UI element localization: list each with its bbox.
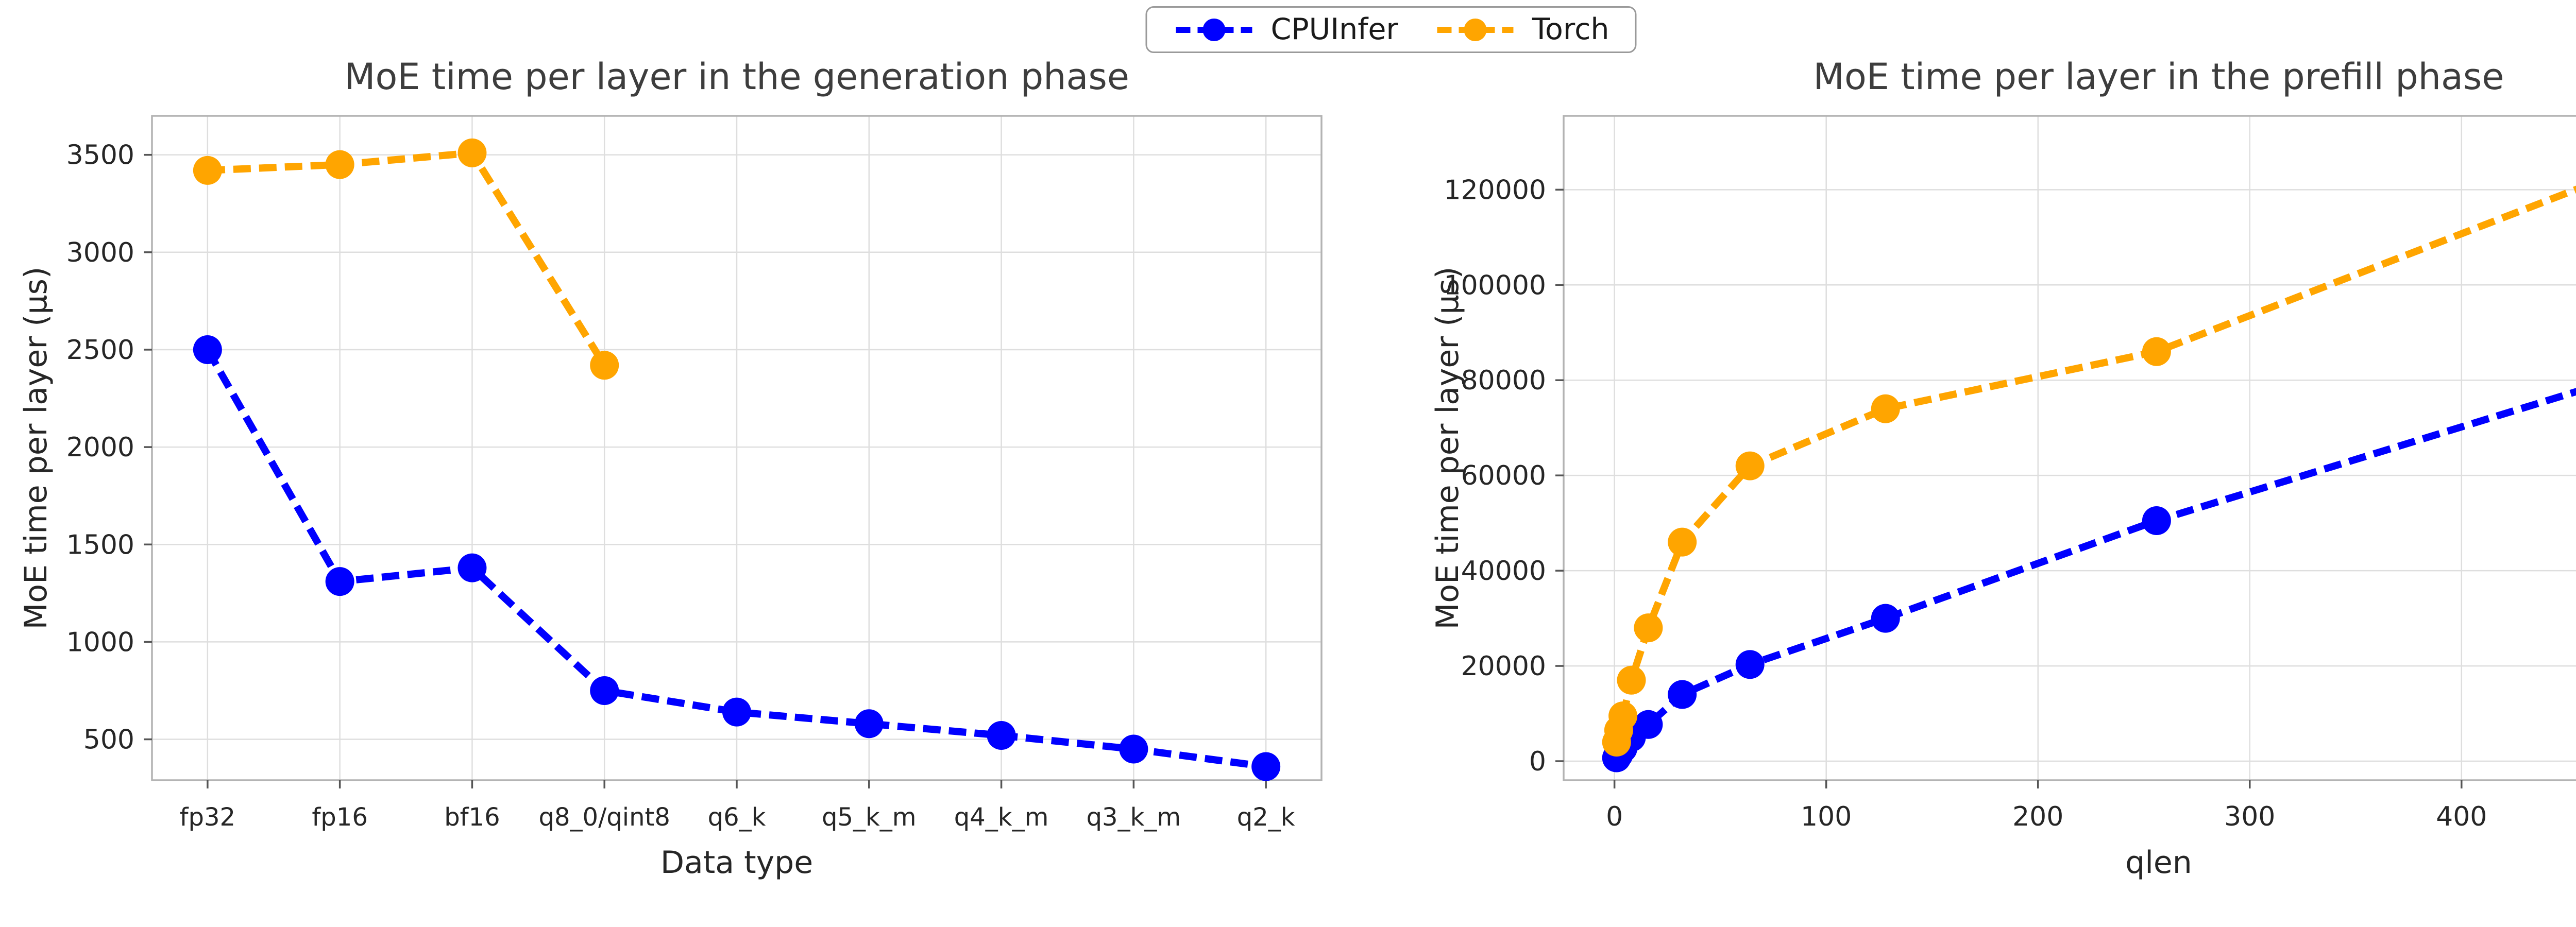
svg-text:400: 400: [2436, 801, 2487, 832]
svg-text:3500: 3500: [66, 140, 134, 171]
svg-text:0: 0: [1529, 746, 1546, 777]
svg-text:300: 300: [2224, 801, 2275, 832]
svg-text:80000: 80000: [1461, 365, 1546, 396]
svg-text:1500: 1500: [66, 529, 134, 560]
svg-text:120000: 120000: [1444, 175, 1546, 205]
svg-text:q5_k_m: q5_k_m: [822, 803, 917, 832]
svg-text:q8_0/qint8: q8_0/qint8: [539, 803, 670, 832]
svg-text:fp16: fp16: [312, 803, 367, 832]
legend-label-cpuinfer: CPUInfer: [1270, 12, 1398, 46]
cpuinfer-line-sample: [1176, 18, 1252, 41]
torch-line-sample: [1437, 18, 1514, 41]
svg-text:200: 200: [2012, 801, 2063, 832]
svg-text:q6_k: q6_k: [708, 803, 766, 832]
svg-text:MoE time per layer (μs): MoE time per layer (μs): [1430, 267, 1466, 630]
svg-text:3000: 3000: [66, 237, 134, 268]
svg-text:Data type: Data type: [660, 845, 813, 881]
svg-text:q3_k_m: q3_k_m: [1087, 803, 1181, 832]
svg-text:MoE time per layer in the gene: MoE time per layer in the generation pha…: [344, 56, 1129, 98]
svg-text:bf16: bf16: [444, 803, 500, 832]
svg-text:2500: 2500: [66, 335, 134, 366]
prefill-phase-chart: 0 20000 40000 60000 80000 100000 120000 0 100 200…: [1430, 56, 2576, 881]
svg-text:100000: 100000: [1444, 270, 1546, 301]
svg-text:500: 500: [83, 725, 134, 756]
svg-text:fp32: fp32: [180, 803, 235, 832]
legend-item-torch: Torch: [1434, 15, 1609, 44]
svg-text:40000: 40000: [1461, 556, 1546, 587]
svg-text:MoE time per layer in the pref: MoE time per layer in the prefill phase: [1814, 56, 2504, 98]
svg-text:q2_k: q2_k: [1237, 803, 1295, 832]
svg-text:1000: 1000: [66, 627, 134, 658]
svg-text:20000: 20000: [1461, 651, 1546, 682]
svg-text:2000: 2000: [66, 432, 134, 463]
svg-text:100: 100: [1801, 801, 1852, 832]
svg-text:qlen: qlen: [2125, 845, 2192, 881]
svg-text:60000: 60000: [1461, 460, 1546, 491]
svg-text:q4_k_m: q4_k_m: [954, 803, 1049, 832]
chart-legend: CPUInfer Torch: [1145, 6, 1637, 53]
legend-item-cpuinfer: CPUInfer: [1173, 15, 1398, 44]
legend-label-torch: Torch: [1532, 12, 1609, 46]
generation-phase-chart: 500 1000 1500 2000 2500 3000 3500 fp32 fp16 bf16 q…: [18, 56, 1323, 881]
svg-text:0: 0: [1606, 801, 1623, 832]
svg-text:MoE time per layer (μs): MoE time per layer (μs): [18, 267, 54, 630]
